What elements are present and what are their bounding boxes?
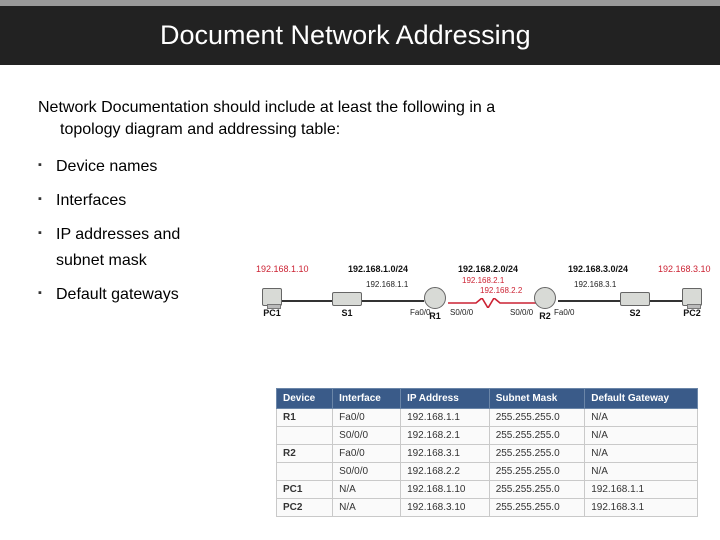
cell-device: PC1	[277, 481, 333, 499]
title-band: Document Network Addressing	[0, 6, 720, 65]
th-ip: IP Address	[401, 389, 490, 409]
cell-intf: S0/0/0	[333, 427, 401, 445]
cell-gw: 192.168.1.1	[585, 481, 698, 499]
label-pc2-ip: 192.168.3.10	[658, 264, 711, 274]
bullet-list: Device names Interfaces IP addresses and	[38, 158, 682, 244]
table-row: R2 Fa0/0 192.168.3.1 255.255.255.0 N/A	[277, 445, 698, 463]
intro-line2: topology diagram and addressing table:	[38, 121, 340, 138]
cell-mask: 255.255.255.0	[489, 427, 585, 445]
device-s1: S1	[332, 288, 362, 318]
label-pc1-ip: 192.168.1.10	[256, 264, 309, 274]
wire-r1-r2-serial	[448, 298, 536, 308]
cell-gw: 192.168.3.1	[585, 499, 698, 517]
table-header-row: Device Interface IP Address Subnet Mask …	[277, 389, 698, 409]
device-r2: R2	[534, 288, 556, 321]
cell-ip: 192.168.3.10	[401, 499, 490, 517]
table-row: S0/0/0 192.168.2.1 255.255.255.0 N/A	[277, 427, 698, 445]
cell-gw: N/A	[585, 445, 698, 463]
bullet-interfaces: Interfaces	[38, 192, 682, 210]
cell-mask: 255.255.255.0	[489, 409, 585, 427]
cell-gw: N/A	[585, 463, 698, 481]
cell-gw: N/A	[585, 409, 698, 427]
cell-device: R2	[277, 445, 333, 463]
wire-s1-r1	[362, 300, 424, 302]
th-mask: Subnet Mask	[489, 389, 585, 409]
table-body: R1 Fa0/0 192.168.1.1 255.255.255.0 N/A S…	[277, 409, 698, 517]
wire-r2-s2	[558, 300, 620, 302]
network-diagram: 192.168.1.10 192.168.1.0/24 192.168.2.0/…	[262, 268, 702, 330]
table-row: PC1 N/A 192.168.1.10 255.255.255.0 192.1…	[277, 481, 698, 499]
cell-intf: S0/0/0	[333, 463, 401, 481]
device-s2: S2	[620, 288, 650, 318]
pc-icon	[262, 288, 282, 306]
label-if-fa00b: Fa0/0	[554, 308, 574, 317]
switch-icon	[620, 292, 650, 306]
cell-ip: 192.168.2.1	[401, 427, 490, 445]
cell-mask: 255.255.255.0	[489, 463, 585, 481]
label-if-s000b: S0/0/0	[510, 308, 533, 317]
cell-device	[277, 427, 333, 445]
label-r1s0-ip: 192.168.2.1	[462, 276, 504, 285]
cell-mask: 255.255.255.0	[489, 445, 585, 463]
label-r2fa-ip: 192.168.3.1	[574, 280, 616, 289]
label-r2s0-ip: 192.168.2.2	[480, 286, 522, 295]
device-pc2: PC2	[682, 288, 702, 318]
cell-ip: 192.168.2.2	[401, 463, 490, 481]
cell-device: PC2	[277, 499, 333, 517]
cell-intf: Fa0/0	[333, 445, 401, 463]
cell-device: R1	[277, 409, 333, 427]
cell-ip: 192.168.1.10	[401, 481, 490, 499]
table-row: S0/0/0 192.168.2.2 255.255.255.0 N/A	[277, 463, 698, 481]
cell-gw: N/A	[585, 427, 698, 445]
table-row: PC2 N/A 192.168.3.10 255.255.255.0 192.1…	[277, 499, 698, 517]
switch-icon	[332, 292, 362, 306]
cell-ip: 192.168.1.1	[401, 409, 490, 427]
th-interface: Interface	[333, 389, 401, 409]
device-label-pc1: PC1	[262, 308, 282, 318]
bullet-ip-addresses: IP addresses and	[38, 226, 682, 244]
intro-text: Network Documentation should include at …	[38, 97, 682, 140]
slide-title: Document Network Addressing	[0, 20, 720, 51]
router-icon	[534, 287, 556, 309]
table-row: R1 Fa0/0 192.168.1.1 255.255.255.0 N/A	[277, 409, 698, 427]
addressing-table: Device Interface IP Address Subnet Mask …	[276, 388, 698, 517]
label-net2: 192.168.2.0/24	[458, 264, 518, 274]
device-pc1: PC1	[262, 288, 282, 318]
th-gateway: Default Gateway	[585, 389, 698, 409]
device-label-pc2: PC2	[682, 308, 702, 318]
label-if-s000a: S0/0/0	[450, 308, 473, 317]
device-label-r1: R1	[424, 311, 446, 321]
router-icon	[424, 287, 446, 309]
pc-icon	[682, 288, 702, 306]
device-label-s1: S1	[332, 308, 362, 318]
wire-pc1-s1	[280, 300, 332, 302]
cell-mask: 255.255.255.0	[489, 481, 585, 499]
cell-intf: N/A	[333, 499, 401, 517]
label-net3: 192.168.3.0/24	[568, 264, 628, 274]
cell-device	[277, 463, 333, 481]
device-label-s2: S2	[620, 308, 650, 318]
device-r1: R1	[424, 288, 446, 321]
cell-intf: Fa0/0	[333, 409, 401, 427]
intro-line1: Network Documentation should include at …	[38, 99, 495, 116]
label-net1: 192.168.1.0/24	[348, 264, 408, 274]
device-label-r2: R2	[534, 311, 556, 321]
cell-intf: N/A	[333, 481, 401, 499]
cell-ip: 192.168.3.1	[401, 445, 490, 463]
cell-mask: 255.255.255.0	[489, 499, 585, 517]
label-s1r1-ip: 192.168.1.1	[366, 280, 408, 289]
th-device: Device	[277, 389, 333, 409]
bullet-device-names: Device names	[38, 158, 682, 176]
